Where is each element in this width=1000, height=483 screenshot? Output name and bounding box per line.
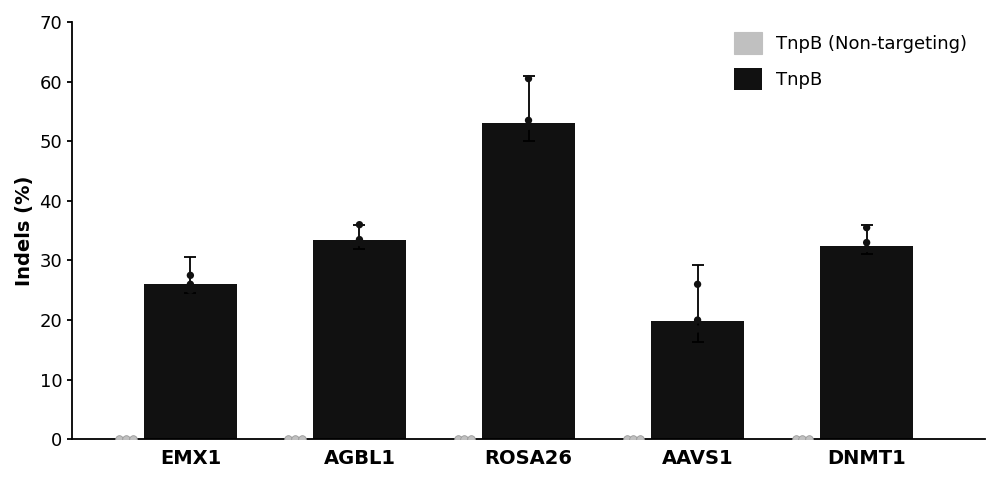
Point xyxy=(111,435,127,443)
Point xyxy=(294,435,310,443)
Point xyxy=(859,224,875,231)
Point xyxy=(690,316,706,324)
Point xyxy=(182,286,198,294)
Point xyxy=(287,435,303,443)
Point xyxy=(632,435,648,443)
Point xyxy=(125,435,141,443)
Bar xyxy=(482,123,575,439)
Bar xyxy=(651,321,744,439)
Bar xyxy=(820,245,913,439)
Point xyxy=(859,245,875,253)
Point xyxy=(351,239,367,246)
Point xyxy=(788,435,804,443)
Point xyxy=(794,435,810,443)
Point xyxy=(521,116,537,124)
Point xyxy=(801,435,817,443)
Point xyxy=(280,435,296,443)
Y-axis label: Indels (%): Indels (%) xyxy=(15,175,34,286)
Point xyxy=(521,75,537,83)
Point xyxy=(182,271,198,279)
Point xyxy=(450,435,466,443)
Bar xyxy=(144,284,237,439)
Point xyxy=(456,435,472,443)
Point xyxy=(690,281,706,288)
Legend: TnpB (Non-targeting), TnpB: TnpB (Non-targeting), TnpB xyxy=(725,23,976,99)
Point xyxy=(118,435,134,443)
Point xyxy=(625,435,641,443)
Bar xyxy=(313,240,406,439)
Point xyxy=(859,239,875,246)
Point xyxy=(521,123,537,130)
Point xyxy=(351,236,367,243)
Point xyxy=(182,281,198,288)
Point xyxy=(351,221,367,228)
Point xyxy=(463,435,479,443)
Point xyxy=(690,325,706,333)
Point xyxy=(619,435,635,443)
